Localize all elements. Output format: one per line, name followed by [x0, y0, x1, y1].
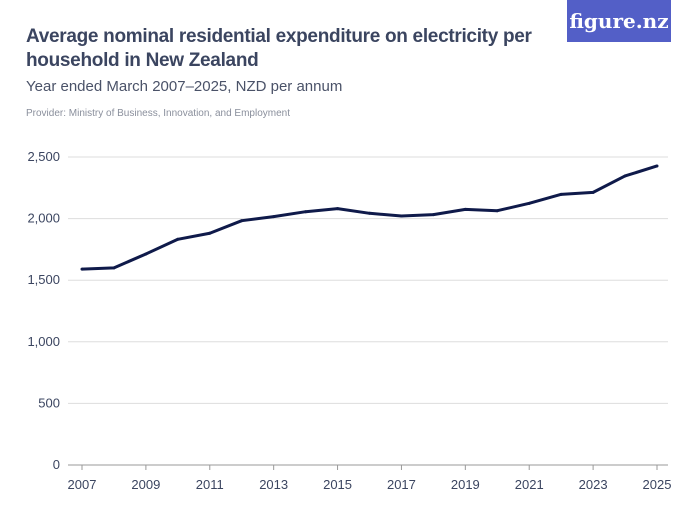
x-tick-label: 2011	[196, 477, 224, 492]
y-tick-label: 0	[53, 457, 60, 472]
data-point	[272, 215, 276, 219]
chart-title: Average nominal residential expenditure …	[26, 26, 532, 71]
x-tick-label: 2021	[515, 477, 544, 492]
data-point	[208, 231, 212, 235]
data-point	[399, 214, 403, 218]
x-tick-label: 2015	[323, 477, 352, 492]
x-tick-label: 2025	[643, 477, 672, 492]
x-tick-label: 2009	[131, 477, 160, 492]
chart-subtitle: Year ended March 2007–2025, NZD per annu…	[26, 78, 343, 95]
y-tick-label: 2,000	[27, 211, 60, 226]
figure-nz-logo[interactable]: figure.nz	[567, 0, 671, 42]
y-tick-label: 2,500	[27, 149, 60, 164]
data-point	[527, 201, 531, 205]
data-point	[176, 237, 180, 241]
x-tick-label: 2007	[68, 477, 97, 492]
data-point	[240, 219, 244, 223]
data-point	[495, 209, 499, 213]
x-tick-label: 2013	[259, 477, 288, 492]
data-point	[144, 252, 148, 256]
data-point	[559, 192, 563, 196]
data-point	[463, 207, 467, 211]
data-point	[655, 164, 659, 168]
y-tick-label: 500	[38, 395, 60, 410]
x-tick-label: 2017	[387, 477, 416, 492]
data-point	[623, 174, 627, 178]
data-point	[80, 267, 84, 271]
x-tick-label: 2019	[451, 477, 480, 492]
data-point	[112, 266, 116, 270]
data-point	[591, 190, 595, 194]
data-point	[304, 210, 308, 214]
x-tick-label: 2023	[579, 477, 608, 492]
y-tick-label: 1,500	[27, 272, 60, 287]
data-point	[368, 211, 371, 215]
y-tick-label: 1,000	[27, 334, 60, 349]
provider-text: Provider: Ministry of Business, Innovati…	[26, 108, 291, 119]
data-point	[336, 207, 340, 211]
data-point	[431, 213, 435, 217]
series-line	[81, 164, 658, 271]
